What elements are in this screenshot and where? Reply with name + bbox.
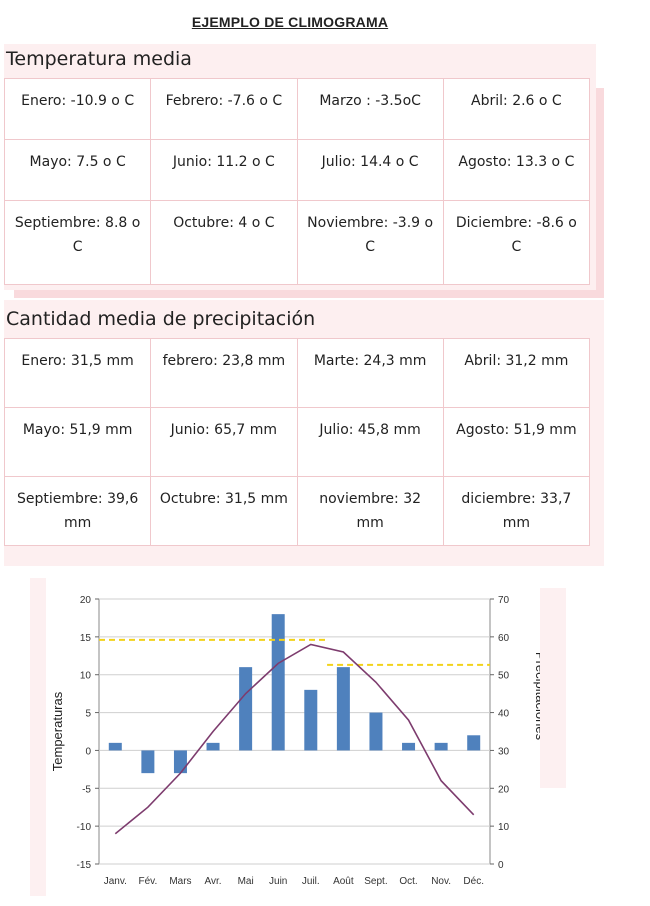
y2-tick-label: 0 (498, 860, 504, 871)
precipitation-row: Septiembre: 39,6 mm Octubre: 31,5 mm novie… (3, 476, 591, 546)
x-tick-label: Janv. (104, 876, 127, 887)
temperature-cell: Diciembre: -8.6 o C (442, 200, 591, 285)
climograph: 20 15 10 5 0 -5 -10 -15 70 60 50 40 30 20 10 0 Janv. Fév.… (30, 578, 610, 896)
temperature-cell: Noviembre: -3.9 o C (296, 200, 444, 285)
y-tick-label: 15 (80, 633, 92, 644)
y2-tick-label: 40 (498, 709, 510, 720)
precipitation-section-title: Cantidad media de precipitación (6, 308, 316, 330)
temperature-cell: Septiembre: 8.8 o C (3, 200, 152, 285)
temperature-row: Mayo: 7.5 o C Junio: 11.2 o C Julio: 14.4 … (3, 139, 591, 201)
y-tick-label: -5 (82, 784, 91, 795)
precipitation-cell: Julio: 45,8 mm (296, 407, 444, 477)
temperature-bar (173, 750, 187, 774)
x-tick-label: Oct. (399, 876, 417, 887)
document-title: EJEMPLO DE CLIMOGRAMA (191, 14, 389, 30)
x-tick-label: Déc. (463, 876, 484, 887)
temperature-bar (369, 712, 383, 751)
chart-margin-band (30, 578, 46, 896)
precipitation-cell: Octubre: 31,5 mm (150, 476, 298, 546)
x-tick-label: Août (333, 876, 354, 887)
y2-tick-label: 10 (498, 822, 510, 833)
temperature-row: Septiembre: 8.8 o C Octubre: 4 o C Noviemb… (3, 200, 591, 285)
precipitation-cell: diciembre: 33,7 mm (442, 476, 591, 546)
chart-margin-band (540, 588, 566, 788)
y2-tick-label: 70 (498, 595, 510, 606)
temperature-cell: Febrero: -7.6 o C (150, 78, 298, 140)
precipitation-table: Enero: 31,5 mm febrero: 23,8 mm Marte: 24,… (3, 338, 591, 546)
precipitation-cell: Enero: 31,5 mm (3, 338, 152, 408)
x-tick-label: Nov. (431, 876, 451, 887)
temperature-cell: Agosto: 13.3 o C (442, 139, 591, 201)
x-tick-label: Juil. (302, 876, 320, 887)
y2-tick-label: 30 (498, 746, 510, 757)
temperature-cell: Octubre: 4 o C (150, 200, 298, 285)
x-tick-label: Juin (269, 876, 287, 887)
temperature-bar (239, 667, 253, 751)
precipitation-cell: febrero: 23,8 mm (150, 338, 298, 408)
precipitation-row: Enero: 31,5 mm febrero: 23,8 mm Marte: 24,… (3, 338, 591, 408)
precipitation-row: Mayo: 51,9 mm Junio: 65,7 mm Julio: 45,8 m… (3, 407, 591, 477)
x-tick-label: Fév. (139, 876, 158, 887)
temperature-bar (271, 614, 285, 751)
y-tick-label: 20 (80, 595, 92, 606)
precipitation-line (114, 643, 475, 835)
precipitation-cell: Septiembre: 39,6 mm (3, 476, 152, 546)
temperature-cell: Abril: 2.6 o C (442, 78, 591, 140)
y-tick-label: -15 (77, 860, 92, 871)
y2-tick-label: 60 (498, 633, 510, 644)
temperature-table: Enero: -10.9 o C Febrero: -7.6 o C Marzo :… (3, 78, 591, 285)
temperature-cell: Marzo : -3.5oC (296, 78, 444, 140)
precipitation-cell: noviembre: 32 mm (296, 476, 444, 546)
precipitation-cell: Marte: 24,3 mm (296, 338, 444, 408)
temperature-bar (402, 742, 416, 751)
temperature-cell: Mayo: 7.5 o C (3, 139, 152, 201)
plot-area (98, 598, 491, 865)
y-tick-label: 0 (85, 746, 91, 757)
y-axis-title: Temperaturas (50, 691, 65, 771)
y-tick-label: 5 (85, 709, 91, 720)
x-tick-label: Mars (169, 876, 191, 887)
temperature-section-title: Temperatura media (6, 48, 192, 70)
x-tick-label: Mai (238, 876, 254, 887)
y-tick-label: 10 (80, 671, 92, 682)
y2-tick-label: 50 (498, 671, 510, 682)
temperature-bar (206, 742, 220, 751)
precipitation-cell: Agosto: 51,9 mm (442, 407, 591, 477)
temperature-cell: Junio: 11.2 o C (150, 139, 298, 201)
temperature-cell: Julio: 14.4 o C (296, 139, 444, 201)
temperature-bar (108, 742, 122, 751)
y-tick-label: -10 (77, 822, 92, 833)
temperature-bar (434, 742, 448, 751)
precipitation-cell: Abril: 31,2 mm (442, 338, 591, 408)
precipitation-cell: Junio: 65,7 mm (150, 407, 298, 477)
temperature-bar (467, 735, 481, 751)
y2-tick-label: 20 (498, 784, 510, 795)
x-tick-label: Sept. (364, 876, 387, 887)
temperature-cell: Enero: -10.9 o C (3, 78, 152, 140)
x-tick-label: Avr. (205, 876, 222, 887)
temperature-row: Enero: -10.9 o C Febrero: -7.6 o C Marzo :… (3, 78, 591, 140)
temperature-bar (141, 750, 155, 774)
temperature-bar (304, 689, 318, 751)
precipitation-cell: Mayo: 51,9 mm (3, 407, 152, 477)
temperature-bar (336, 667, 350, 751)
